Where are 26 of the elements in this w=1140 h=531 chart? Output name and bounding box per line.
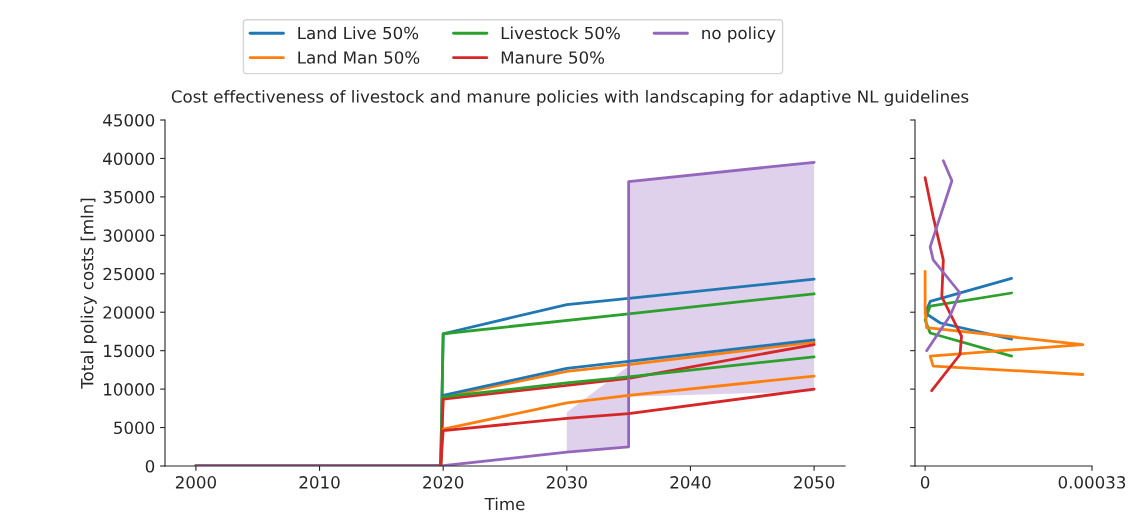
y-tick-label: 35000 — [103, 190, 155, 204]
x-tick-label: 2030 — [546, 476, 587, 489]
y-tick-label: 30000 — [103, 229, 155, 242]
x-tick-label: 0.00033 — [1058, 476, 1126, 489]
legend-label: Manure 50% — [501, 51, 605, 64]
y-tick-label: 10000 — [104, 383, 155, 396]
x-axis-title: Time — [484, 497, 525, 511]
x-tick-label: 2040 — [670, 476, 711, 489]
legend-label: Land Live 50% — [298, 26, 419, 40]
y-tick-label: 20000 — [103, 306, 155, 319]
x-tick-label: 2010 — [299, 476, 340, 489]
y-tick-label: 5000 — [114, 421, 155, 435]
y-tick-label: 0 — [145, 459, 155, 473]
chart-title: Cost effectiveness of livestock and manure policies with landscaping for adaptive NL guidelines — [171, 89, 969, 107]
x-tick-label: 0 — [920, 476, 930, 489]
y-tick-label: 25000 — [103, 267, 155, 281]
x-tick-label: 2020 — [423, 476, 464, 489]
legend-label: no policy — [702, 26, 776, 43]
y-tick-label: 40000 — [103, 152, 155, 166]
y-tick-label: 45000 — [103, 113, 155, 127]
x-tick-label: 2050 — [794, 476, 835, 489]
legend-label: Land Man 50% — [298, 50, 420, 64]
x-tick-label: 2000 — [175, 476, 217, 489]
y-tick-label: 15000 — [104, 344, 155, 358]
legend-label: Livestock 50% — [501, 26, 620, 40]
y-axis-title: Total policy costs [mln] — [80, 198, 97, 389]
